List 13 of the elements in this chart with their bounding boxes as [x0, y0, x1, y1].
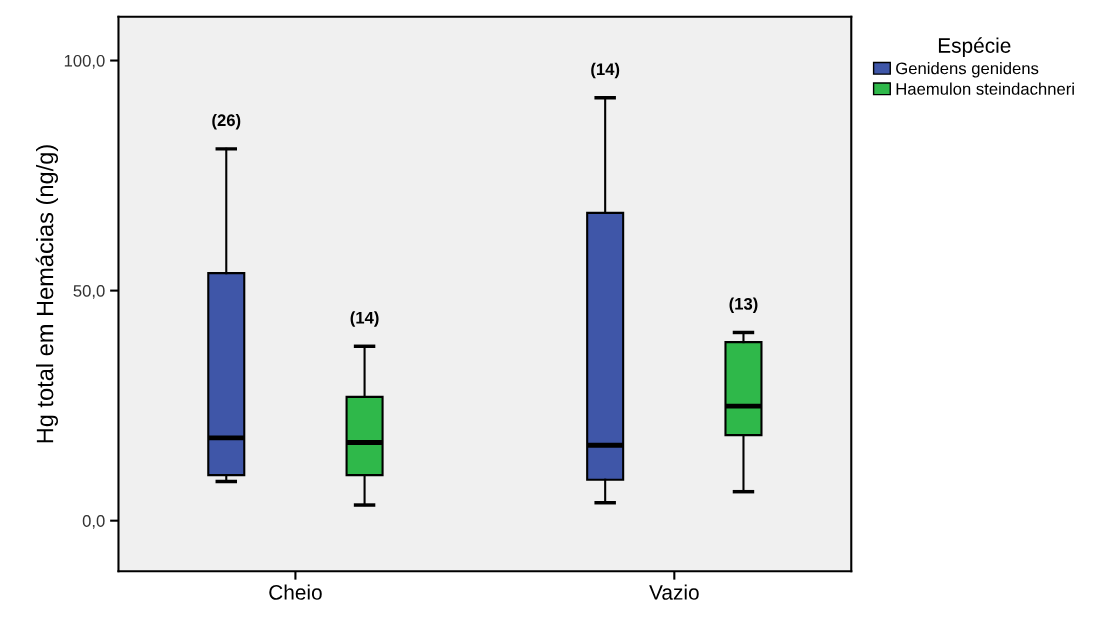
y-axis-title: Hg total em Hemácias (ng/g) [35, 145, 59, 443]
y-tick-label: 50,0 [73, 285, 105, 299]
text: (26) [212, 113, 241, 130]
legend-label: Genidens genidens [896, 62, 1039, 78]
text: (14) [350, 311, 379, 327]
text: (14) [591, 62, 620, 79]
legend-label: Haemulon steindachneri [896, 82, 1074, 95]
y-tick-label: 100,0 [64, 54, 105, 69]
x-tick-label: Cheio [269, 584, 322, 600]
x-tick-label: Vazio [649, 584, 699, 600]
legend-title: Espécie [938, 37, 1011, 58]
y-tick-label: 0,0 [82, 515, 105, 529]
text: (13) [729, 297, 758, 314]
